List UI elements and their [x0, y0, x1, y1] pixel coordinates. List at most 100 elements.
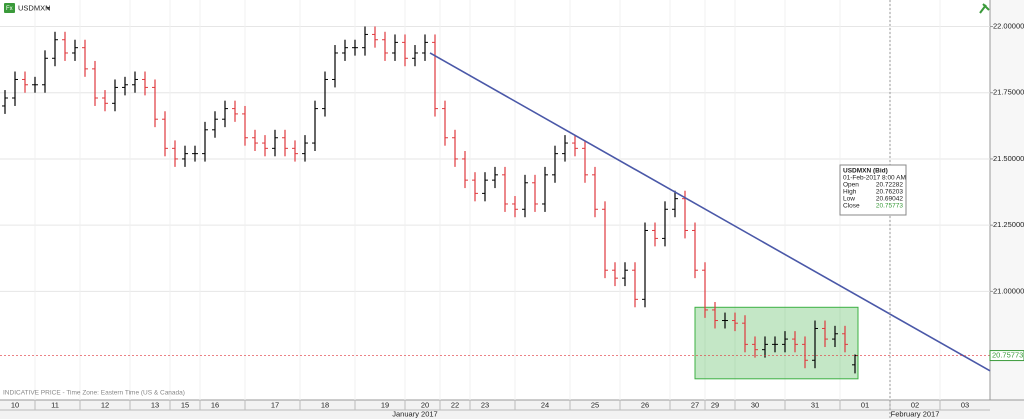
ohlc-bar: [322, 71, 328, 117]
ohlc-bar: [672, 190, 678, 218]
ohlc-bar: [172, 140, 178, 167]
ohlc-bar: [712, 301, 718, 329]
x-tick-label: 11: [51, 400, 59, 409]
tooltip-label: Open: [843, 182, 859, 189]
pin-icon[interactable]: [979, 3, 990, 14]
x-tick-label: 24: [541, 400, 549, 409]
y-tick-label: 21.25000: [993, 220, 1024, 229]
ohlc-bar: [182, 145, 188, 167]
symbol-name[interactable]: USDMXN: [18, 3, 51, 12]
x-tick-label: 10: [11, 400, 19, 409]
ohlc-bar: [332, 45, 338, 88]
ohlc-bar: [842, 325, 848, 353]
tooltip-label: Close: [843, 203, 860, 210]
ohlc-bar: [732, 312, 738, 332]
ohlc-bar: [662, 201, 668, 247]
ohlc-bar: [642, 222, 648, 308]
ohlc-bar: [342, 39, 348, 61]
ohlc-bar: [72, 39, 78, 61]
ohlc-bar: [472, 172, 478, 202]
tooltip-label: High: [843, 189, 857, 196]
ohlc-bar: [832, 325, 838, 348]
ohlc-bar: [452, 129, 458, 167]
ohlc-bar: [422, 34, 428, 61]
x-tick-label: 30: [751, 400, 759, 409]
ohlc-bar: [772, 336, 778, 353]
ohlc-bar: [2, 90, 8, 114]
x-tick-label: 18: [321, 400, 329, 409]
ohlc-bar: [402, 34, 408, 67]
tooltip-label: Low: [843, 196, 855, 203]
month-label: February 2017: [891, 409, 940, 418]
tooltip-date: 01-Feb-2017 8:00 AM: [843, 175, 906, 182]
ohlc-bar: [682, 190, 688, 239]
x-tick-label: 26: [641, 400, 649, 409]
x-tick-label: 25: [591, 400, 599, 409]
ohlc-bar: [302, 135, 308, 162]
ohlc-bar: [202, 121, 208, 162]
tooltip-value: 20.76203: [876, 189, 903, 196]
ohlc-bar: [622, 262, 628, 287]
ohlc-bar: [252, 129, 258, 151]
ohlc-bar: [282, 129, 288, 157]
ohlc-bar: [482, 172, 488, 202]
ohlc-bar: [442, 100, 448, 146]
ohlc-bar: [12, 71, 18, 106]
ohlc-bar: [212, 111, 218, 138]
ohlc-bar: [532, 174, 538, 212]
ohlc-bar: [272, 129, 278, 157]
icon-glyph: Fx: [6, 6, 13, 12]
ohlc-bar: [652, 222, 658, 247]
tooltip-value: 20.75773: [876, 203, 903, 210]
ohlc-bar: [602, 201, 608, 279]
ohlc-bar: [132, 71, 138, 93]
ohlc-bar: [102, 90, 108, 112]
x-tick-label: 15: [181, 400, 189, 409]
x-tick-label: 03: [961, 400, 969, 409]
ohlc-bar: [392, 34, 398, 61]
ohlc-bar: [722, 312, 728, 329]
ohlc-bar: [822, 320, 828, 348]
ohlc-bar: [792, 331, 798, 353]
ohlc-bar: [492, 166, 498, 189]
ohlc-bar: [22, 71, 28, 93]
last-price-label: 20.75773: [992, 351, 1023, 360]
last-price-tag: [989, 350, 1024, 362]
y-axis-panel: [990, 0, 1024, 400]
ohlc-bar: [62, 31, 68, 61]
ohlc-bar: [42, 50, 48, 93]
ohlc-bar: [582, 140, 588, 183]
ohlc-bar: [192, 145, 198, 162]
ohlc-bar: [692, 222, 698, 279]
ohlc-bar: [432, 34, 438, 117]
ohlc-bar: [82, 39, 88, 77]
footnote: INDICATIVE PRICE - Time Zone: Eastern Ti…: [3, 390, 185, 397]
symbol-icon: [4, 3, 15, 13]
highlight-box: [694, 306, 859, 380]
symbol-header[interactable]: Fx USDMXN: [4, 3, 51, 13]
x-tick-label: 29: [711, 400, 719, 409]
ohlc-bar: [522, 174, 528, 218]
x-tick-label: 01: [861, 400, 869, 409]
ohlc-bar: [362, 26, 368, 56]
ohlc-bar: [512, 196, 518, 218]
tooltip-title: USDMXN (Bid): [843, 168, 888, 175]
ohlc-bar: [612, 262, 618, 287]
ohlc-bar: [552, 145, 558, 183]
tooltip-value: 20.69042: [876, 196, 903, 203]
ohlc-bar: [162, 111, 168, 157]
dropdown-arrow[interactable]: [46, 7, 50, 10]
x-tick-label: 16: [211, 400, 219, 409]
y-tick-label: 21.50000: [993, 154, 1024, 163]
ohlc-bar: [262, 135, 268, 157]
ohlc-bar: [562, 135, 568, 162]
ohlc-bar: [462, 150, 468, 189]
ohlc-bar: [142, 71, 148, 96]
ohlc-bar: [92, 60, 98, 106]
ohlc-bar: [812, 320, 818, 369]
ohlc-bar: [782, 331, 788, 353]
ohlc-bar: [572, 135, 578, 157]
ohlc-bar: [382, 31, 388, 61]
